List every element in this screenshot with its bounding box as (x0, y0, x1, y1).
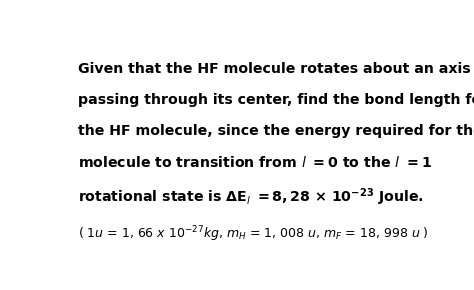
Text: ( 1$u$ = 1, 66 $x$ 10$^{-27}$$kg$, $m_{H}$ = 1, 008 $u$, $m_{F}$ = 18, 998 $u$ ): ( 1$u$ = 1, 66 $x$ 10$^{-27}$$kg$, $m_{H… (78, 224, 428, 244)
Text: Given that the HF molecule rotates about an axis: Given that the HF molecule rotates about… (78, 61, 470, 76)
Text: passing through its center, find the bond length for: passing through its center, find the bon… (78, 93, 474, 107)
Text: the HF molecule, since the energy required for the: the HF molecule, since the energy requir… (78, 124, 474, 138)
Text: rotational state is $\mathbf{\Delta E_{\mathit{l}}}$ $\mathbf{= 8, 28}$ $\mathbf: rotational state is $\mathbf{\Delta E_{\… (78, 187, 423, 208)
Text: molecule to transition from $\mathbf{\mathit{l}}$ $\mathbf{= 0}$ to the $\mathbf: molecule to transition from $\mathbf{\ma… (78, 155, 431, 171)
